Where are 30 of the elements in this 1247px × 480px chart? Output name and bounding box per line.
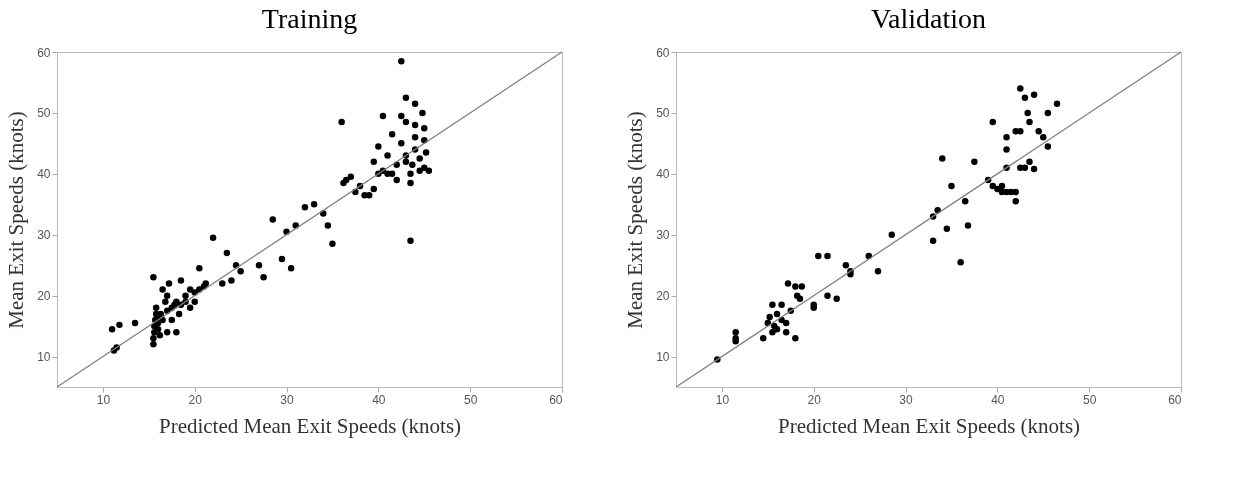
x-tick-label: 50	[1083, 392, 1097, 407]
x-tick-label: 50	[464, 392, 478, 407]
y-tick-label: 20	[37, 289, 51, 304]
chart-title: Validation	[870, 3, 987, 34]
y-axis-title: Mean Exit Speeds (knots)	[623, 111, 648, 329]
y-axis-title: Mean Exit Speeds (knots)	[4, 111, 29, 329]
y-tick-label: 30	[656, 228, 670, 243]
y-tick-label: 10	[37, 350, 51, 365]
x-axis-title: Predicted Mean Exit Speeds (knots)	[777, 413, 1081, 438]
y-tick-label: 10	[656, 350, 670, 365]
x-tick-label: 10	[715, 392, 730, 407]
y-tick-label: 60	[37, 45, 51, 60]
y-tick-label: 60	[656, 45, 670, 60]
x-tick-label: 60	[549, 392, 563, 407]
x-tick-label: 40	[991, 392, 1005, 407]
x-tick-label: 40	[372, 392, 386, 407]
chart-title: Training	[261, 3, 358, 34]
y-tick-label: 50	[37, 106, 51, 121]
y-tick-label: 20	[656, 289, 670, 304]
x-axis-title: Predicted Mean Exit Speeds (knots)	[158, 413, 462, 438]
y-tick-label: 40	[656, 167, 670, 182]
x-tick-label: 20	[807, 392, 822, 407]
x-tick-label: 30	[899, 392, 914, 407]
x-tick-label: 20	[188, 392, 203, 407]
y-tick-label: 50	[656, 106, 670, 121]
x-tick-label: 10	[96, 392, 111, 407]
x-tick-label: 60	[1168, 392, 1182, 407]
x-tick-label: 30	[280, 392, 295, 407]
y-tick-label: 40	[37, 167, 51, 182]
y-tick-label: 30	[37, 228, 51, 243]
